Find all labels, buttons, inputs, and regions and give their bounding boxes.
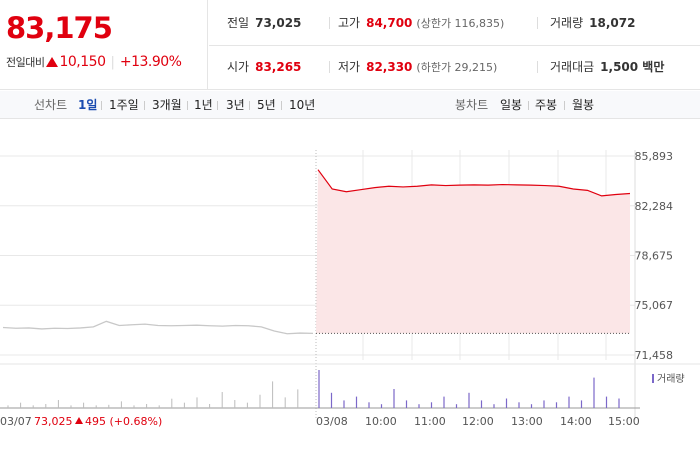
y-tick-label: 85,893 xyxy=(635,150,674,163)
volume-cell: 거래량 18,072 xyxy=(550,13,635,33)
tab-10-years[interactable]: 10년 xyxy=(289,98,316,112)
intraday-chart[interactable]: 85,893 82,284 78,675 75,067 71,458 거래량 03/07 73… xyxy=(0,120,700,450)
tab-divider xyxy=(528,101,529,110)
change-amount: 10,150 xyxy=(59,54,106,70)
x-label-today: 03/08 xyxy=(316,415,348,428)
tab-1-week[interactable]: 1주일 xyxy=(109,98,139,112)
prev-close-label: 전일 xyxy=(227,16,250,30)
low-label: 저가 xyxy=(338,60,361,74)
cell-divider xyxy=(537,61,538,73)
x-tick-label: 13:00 xyxy=(511,415,543,428)
intraday-chart-svg: 85,893 82,284 78,675 75,067 71,458 거래량 03/07 73… xyxy=(0,150,700,428)
x-tick-label: 11:00 xyxy=(414,415,446,428)
prev-day-price-line xyxy=(2,320,314,335)
y-tick-label: 71,458 xyxy=(635,349,674,362)
up-arrow-icon xyxy=(46,57,59,67)
open-value: 83,265 xyxy=(255,60,302,74)
tab-5-years[interactable]: 5년 xyxy=(257,98,276,112)
high-label: 고가 xyxy=(338,16,361,30)
tab-divider xyxy=(564,101,565,110)
x-label-prev-day: 03/07 xyxy=(0,415,32,428)
info-row-divider xyxy=(209,45,700,46)
current-price: 83,175 xyxy=(6,11,113,45)
tab-3-years[interactable]: 3년 xyxy=(226,98,245,112)
today-price-line xyxy=(317,169,631,197)
today-price-area xyxy=(316,169,630,334)
prev-change-label: 495 (+0.68%) xyxy=(85,415,162,428)
cell-divider xyxy=(329,61,330,73)
prev-close-label: 73,025 xyxy=(34,415,73,428)
change-row: 전일대비 10,150 | +13.90% xyxy=(6,54,182,70)
tab-divider xyxy=(249,101,250,110)
tab-monthly-candle[interactable]: 월봉 xyxy=(572,98,595,112)
tab-divider xyxy=(144,101,145,110)
candle-chart-title: 봉차트 xyxy=(455,98,489,112)
x-tick-label: 10:00 xyxy=(365,415,397,428)
tab-3-months[interactable]: 3개월 xyxy=(152,98,182,112)
volume-value: 18,072 xyxy=(589,16,636,30)
low-value: 82,330 xyxy=(366,60,413,74)
open-cell: 시가 83,265 xyxy=(227,57,301,77)
x-tick-label: 14:00 xyxy=(560,415,592,428)
y-tick-label: 75,067 xyxy=(635,299,674,312)
tab-divider xyxy=(101,101,102,110)
tab-1-day[interactable]: 1일 xyxy=(78,98,98,112)
change-rate: +13.90% xyxy=(119,54,182,70)
tab-divider xyxy=(281,101,282,110)
tab-daily-candle[interactable]: 일봉 xyxy=(500,98,523,112)
price-box: 83,175 전일대비 10,150 | +13.90% xyxy=(0,0,208,90)
tab-weekly-candle[interactable]: 주봉 xyxy=(535,98,558,112)
x-tick-label: 12:00 xyxy=(462,415,494,428)
stock-summary-header: 83,175 전일대비 10,150 | +13.90% 전일 73,025 고가 84,… xyxy=(0,0,700,90)
up-arrow-icon xyxy=(75,417,83,424)
high-cell: 고가 84,700 (상한가 116,835) xyxy=(338,13,504,33)
tab-divider xyxy=(187,101,188,110)
volume-label: 거래량 xyxy=(550,16,584,30)
tab-divider xyxy=(217,101,218,110)
trade-value-cell: 거래대금 1,500 백만 xyxy=(550,57,664,77)
low-cell: 저가 82,330 (하한가 29,215) xyxy=(338,57,497,77)
tab-1-year[interactable]: 1년 xyxy=(194,98,213,112)
change-label: 전일대비 xyxy=(6,56,45,69)
chart-period-tabs: 선차트 1일 1주일 3개월 1년 3년 5년 10년 봉차트 일봉 주봉 월봉 xyxy=(0,91,700,119)
volume-legend-label: 거래량 xyxy=(657,373,685,385)
cell-divider xyxy=(537,17,538,29)
prev-close-value: 73,025 xyxy=(255,16,302,30)
prev-close-cell: 전일 73,025 xyxy=(227,13,301,33)
trade-value-label: 거래대금 xyxy=(550,60,595,74)
x-tick-label: 15:00 xyxy=(608,415,640,428)
upper-limit-text: (상한가 116,835) xyxy=(416,17,505,30)
lower-limit-text: (하한가 29,215) xyxy=(416,61,498,74)
y-tick-label: 82,284 xyxy=(635,200,674,213)
y-tick-label: 78,675 xyxy=(635,250,674,263)
line-chart-title: 선차트 xyxy=(34,98,68,112)
trade-value-value: 1,500 백만 xyxy=(600,60,665,74)
open-label: 시가 xyxy=(227,60,250,74)
quote-info-grid: 전일 73,025 고가 84,700 (상한가 116,835) 거래량 18,072… xyxy=(209,0,700,90)
high-value: 84,700 xyxy=(366,16,413,30)
volume-legend-swatch xyxy=(652,374,654,383)
change-divider: | xyxy=(110,55,115,70)
cell-divider xyxy=(329,17,330,29)
